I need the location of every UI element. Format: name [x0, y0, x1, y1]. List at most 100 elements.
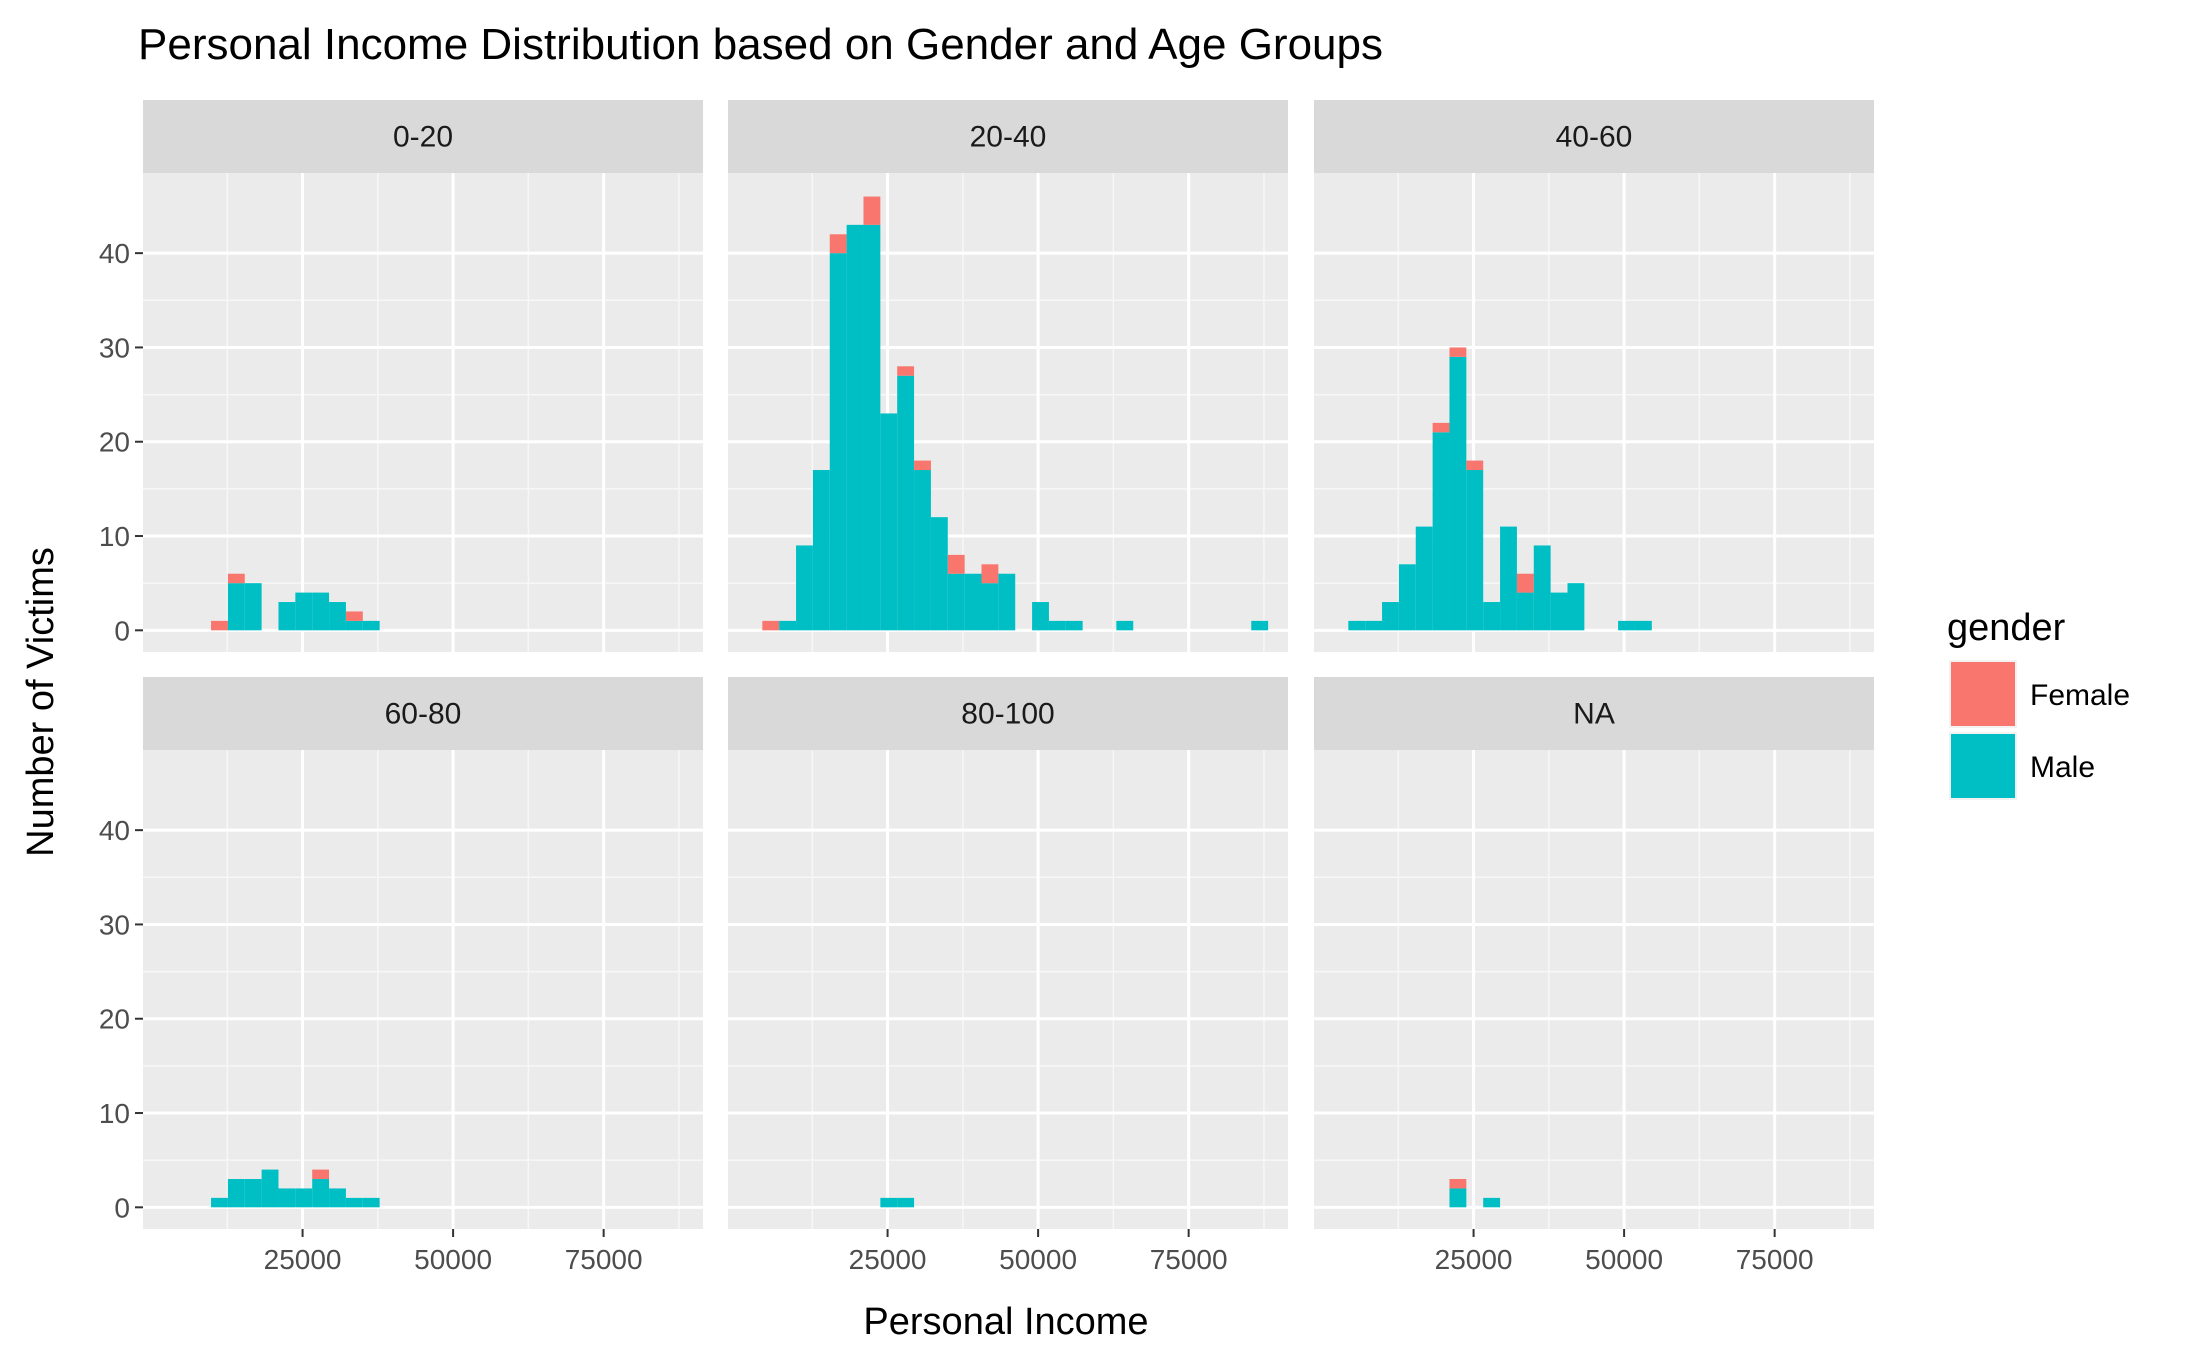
bar-male: [345, 1197, 363, 1208]
legend-key-male: [1951, 734, 2015, 798]
bar-male: [863, 224, 881, 631]
bar-male: [278, 1188, 296, 1208]
bar-male: [1032, 602, 1049, 631]
facet-strip: [1314, 100, 1874, 173]
bar-male: [947, 573, 965, 631]
bar-male: [779, 620, 797, 631]
legend-label-male: Male: [2030, 751, 2095, 784]
legend: gender Female Male: [1947, 607, 2130, 800]
bar-male: [1516, 592, 1534, 631]
bar-male: [897, 375, 915, 631]
bar-male: [1483, 602, 1501, 631]
x-tick-label: 75000: [565, 1244, 643, 1275]
bar-male: [362, 1197, 380, 1208]
bar-male: [1500, 526, 1517, 631]
bar-female: [762, 620, 780, 631]
bar-female: [863, 196, 881, 225]
bar-female: [914, 460, 931, 471]
x-axis-title: Personal Income: [863, 1301, 1148, 1343]
facet-strip: [1314, 677, 1874, 750]
facet-panel-60-80: 60-80 0 10 20 30 40 25000 50000 75000: [99, 677, 703, 1275]
bar-male: [1449, 1188, 1467, 1208]
facet-strip: [143, 677, 703, 750]
bar-female: [1449, 347, 1467, 357]
chart-title: Personal Income Distribution based on Ge…: [138, 20, 1383, 69]
bar-male: [812, 470, 830, 631]
bar-male: [1533, 545, 1551, 631]
bar-male: [1251, 620, 1269, 631]
bar-male: [278, 602, 296, 631]
facet-panel-80-100: 80-100 25000 50000 75000: [728, 677, 1288, 1275]
bar-female: [947, 554, 965, 574]
bar-male: [981, 583, 999, 631]
bar-male: [244, 1179, 262, 1208]
y-tick-label: 10: [99, 1098, 130, 1129]
bar-female: [345, 611, 363, 621]
bar-male: [1348, 620, 1366, 631]
facet-panel-40-60: 40-60: [1314, 100, 1874, 652]
bar-male: [244, 583, 262, 631]
legend-key-female: [1951, 662, 2015, 726]
bar-male: [1116, 620, 1134, 631]
bar-male: [345, 620, 363, 631]
bar-male: [312, 1179, 330, 1208]
legend-label-female: Female: [2030, 679, 2130, 712]
facet-strip-label: 60-80: [385, 698, 462, 731]
x-tick-label: 75000: [1736, 1244, 1814, 1275]
bar-female: [981, 564, 999, 584]
bar-female: [312, 1169, 330, 1180]
bar-female: [897, 366, 915, 376]
bar-male: [1634, 620, 1652, 631]
y-tick-label: 0: [114, 1192, 130, 1223]
bar-female: [829, 234, 847, 254]
bar-male: [295, 1188, 313, 1208]
legend-title: gender: [1947, 607, 2066, 649]
facet-strip-label: 0-20: [393, 121, 453, 154]
bar-male: [1065, 620, 1083, 631]
bar-male: [914, 470, 931, 631]
bar-female: [1466, 460, 1484, 471]
bar-male: [964, 573, 982, 631]
bar-male: [1449, 356, 1467, 631]
y-tick-label: 20: [99, 427, 130, 458]
bar-male: [829, 253, 847, 631]
bar-male: [1483, 1197, 1501, 1208]
bar-female: [211, 620, 228, 631]
facet-panels: 0-20 0 10 20 30 40 20-40 40-60 60-80 0 10 20 30 40 250…: [99, 100, 1874, 1275]
y-tick-label: 20: [99, 1004, 130, 1035]
bar-male: [261, 1169, 279, 1208]
y-tick-label: 0: [114, 615, 130, 646]
y-axis-title: Number of Victims: [20, 547, 62, 857]
facet-strip: [143, 100, 703, 173]
bar-male: [998, 573, 1016, 631]
bar-male: [312, 592, 330, 631]
bar-male: [880, 1197, 898, 1208]
x-tick-label: 25000: [264, 1244, 342, 1275]
facet-panel-na: NA 25000 50000 75000: [1314, 677, 1874, 1275]
bar-male: [1432, 432, 1450, 631]
bar-male: [880, 413, 898, 631]
facet-strip-label: 40-60: [1556, 121, 1633, 154]
facet-strip-label: NA: [1573, 698, 1615, 731]
bar-male: [1415, 526, 1433, 631]
bar-female: [1516, 573, 1534, 593]
bar-female: [227, 573, 245, 584]
bar-female: [1449, 1179, 1467, 1189]
bar-male: [227, 1179, 245, 1208]
bar-male: [1048, 620, 1066, 631]
x-tick-label: 50000: [1585, 1244, 1663, 1275]
bar-male: [1365, 620, 1383, 631]
x-tick-label: 25000: [849, 1244, 927, 1275]
facet-strip-label: 20-40: [970, 121, 1047, 154]
bar-male: [1550, 592, 1568, 631]
facet-panel-20-40: 20-40: [728, 100, 1288, 652]
bar-male: [362, 620, 380, 631]
bar-male: [227, 583, 245, 631]
bar-male: [211, 1197, 228, 1208]
facet-strip: [728, 100, 1288, 173]
bar-male: [930, 517, 948, 631]
bar-male: [1382, 602, 1399, 631]
bar-male: [329, 602, 346, 631]
bar-male: [1567, 583, 1585, 631]
